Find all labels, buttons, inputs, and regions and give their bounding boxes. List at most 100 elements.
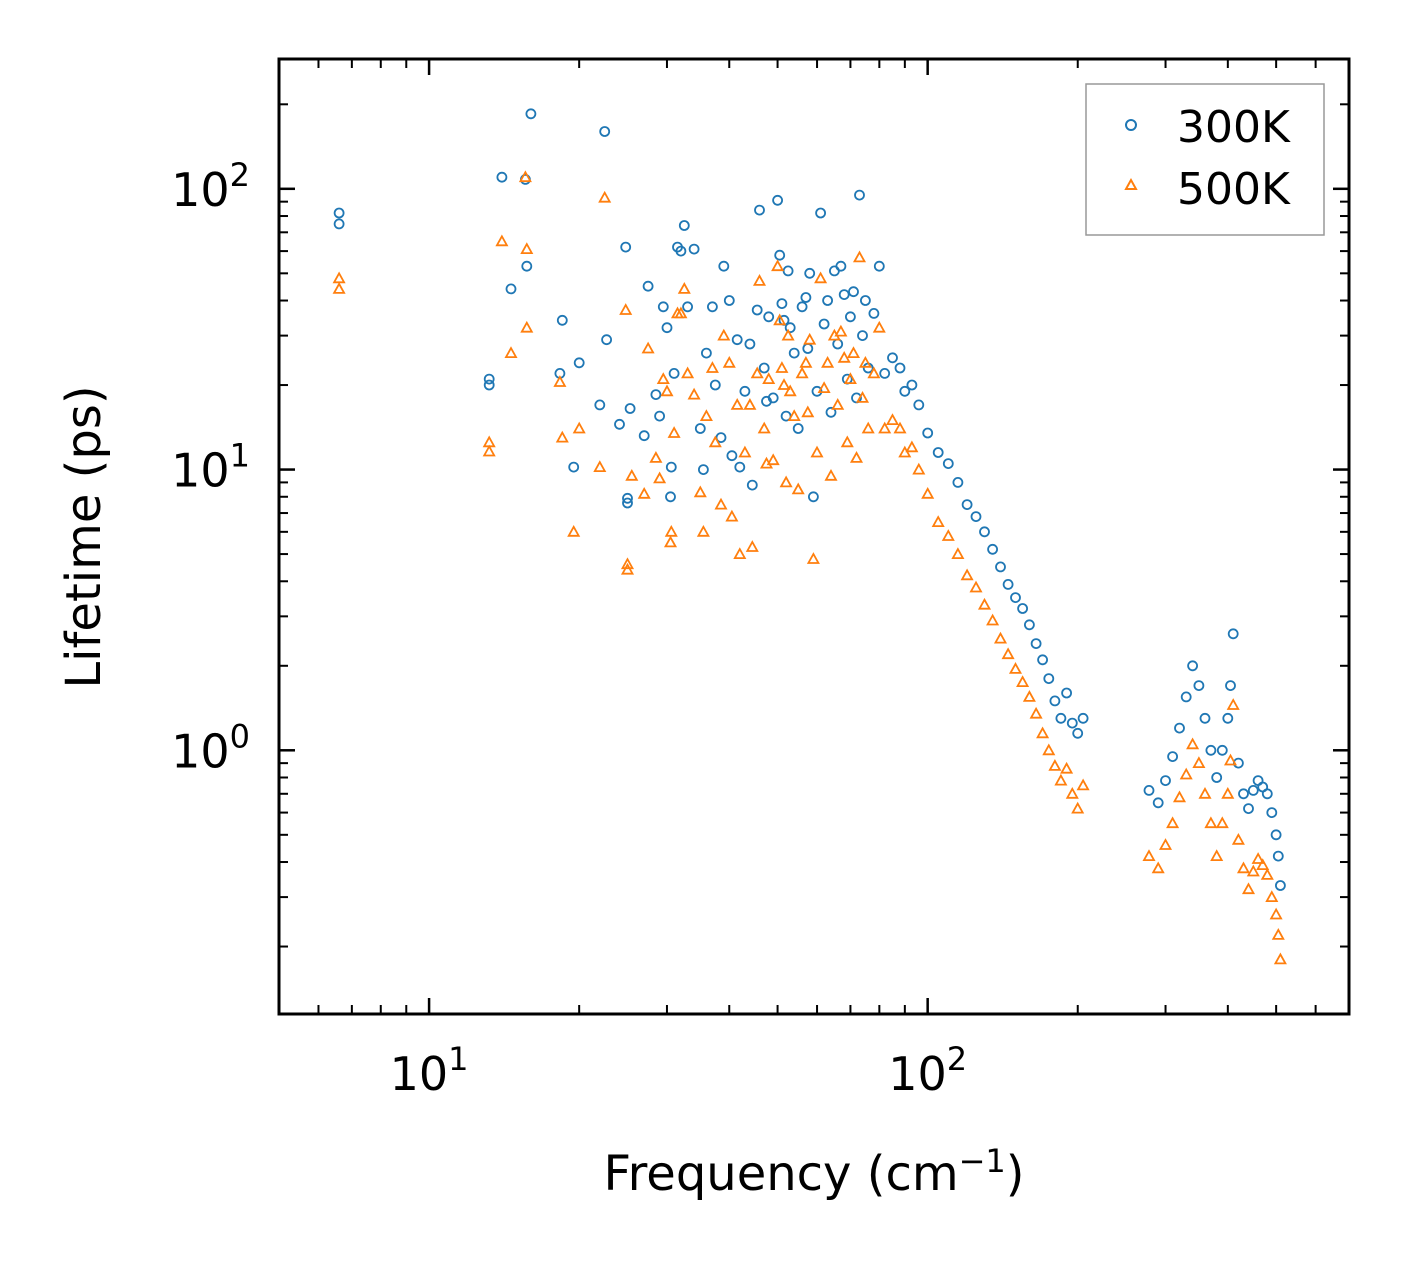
series-500K <box>332 170 1287 965</box>
axis-ticks <box>278 59 1350 1014</box>
data-point-500K <box>855 391 870 403</box>
y-tick-label: 102 <box>171 156 250 217</box>
data-point-300K <box>1227 628 1239 640</box>
data-point-500K <box>1215 816 1229 829</box>
data-point-500K <box>733 547 747 559</box>
data-point-300K <box>731 334 743 346</box>
data-point-500K <box>1256 858 1270 870</box>
data-point-300K <box>1216 744 1228 756</box>
data-point-300K <box>701 347 712 359</box>
data-point-300K <box>1266 807 1278 818</box>
data-point-500K <box>1246 864 1260 877</box>
data-point-500K <box>1029 706 1043 719</box>
data-point-500K <box>1179 767 1193 780</box>
data-point-500K <box>667 426 681 438</box>
data-point-300K <box>707 301 718 313</box>
data-point-500K <box>878 421 892 434</box>
data-point-500K <box>799 355 813 368</box>
data-point-500K <box>725 509 739 522</box>
data-point-500K <box>834 324 848 337</box>
data-point-500K <box>1260 868 1274 880</box>
data-point-500K <box>843 372 857 385</box>
data-point-300K <box>661 322 673 334</box>
data-point-500K <box>1008 662 1023 674</box>
data-point-300K <box>568 461 580 473</box>
data-point-500K <box>663 535 678 548</box>
data-point-500K <box>1221 786 1235 799</box>
data-point-300K <box>483 379 495 391</box>
data-point-300K <box>774 249 786 261</box>
data-point-300K <box>1077 712 1089 724</box>
data-point-300K <box>800 292 812 303</box>
data-point-300K <box>932 447 944 458</box>
data-point-500K <box>775 361 789 373</box>
plot-frame <box>277 57 1351 1016</box>
data-point-500K <box>791 482 805 495</box>
y-tick-label: 101 <box>171 437 250 498</box>
data-point-300K <box>682 301 693 313</box>
data-point-500K <box>837 350 851 363</box>
data-point-300K <box>1272 850 1284 862</box>
data-point-300K <box>758 362 770 374</box>
data-point-500K <box>1226 698 1240 710</box>
data-point-300K <box>678 220 690 231</box>
data-point-500K <box>482 444 496 457</box>
data-point-300K <box>952 476 964 488</box>
data-point-300K <box>620 241 632 253</box>
data-point-500K <box>993 631 1008 644</box>
data-point-500K <box>801 405 815 418</box>
data-point-500K <box>846 346 861 359</box>
data-point-500K <box>1269 907 1283 920</box>
data-point-300K <box>333 218 345 230</box>
data-point-500K <box>743 398 757 410</box>
data-point-300K <box>751 304 763 316</box>
data-point-300K <box>784 322 796 334</box>
legend-marker-300K <box>1125 119 1137 131</box>
data-point-300K <box>796 301 808 313</box>
data-point-500K <box>699 409 713 422</box>
legend: 300K 500K <box>1085 83 1325 236</box>
data-point-300K <box>788 347 800 359</box>
data-point-300K <box>739 385 751 397</box>
data-point-500K <box>773 313 787 326</box>
data-point-300K <box>654 410 665 422</box>
data-points <box>332 108 1287 965</box>
data-point-500K <box>858 355 872 368</box>
data-point-500K <box>495 234 509 247</box>
data-point-500K <box>762 372 776 385</box>
data-point-500K <box>705 361 719 373</box>
data-point-300K <box>854 189 865 201</box>
data-point-300K <box>1211 772 1223 783</box>
data-point-300K <box>961 499 973 511</box>
legend-marker-500K <box>1124 177 1138 190</box>
data-point-300K <box>808 491 819 503</box>
data-point-500K <box>1236 861 1251 874</box>
data-point-500K <box>745 540 759 552</box>
data-point-500K <box>722 355 736 368</box>
data-point-500K <box>730 398 744 410</box>
data-point-500K <box>1042 743 1056 756</box>
data-point-500K <box>840 435 854 448</box>
x-tick-label: 102 <box>888 1040 967 1101</box>
data-point-300K <box>1275 880 1286 891</box>
data-point-300K <box>556 314 568 326</box>
data-point-300K <box>754 204 765 216</box>
data-point-500K <box>332 282 346 294</box>
data-point-300K <box>1160 775 1171 786</box>
data-point-500K <box>921 486 935 499</box>
data-point-500K <box>1204 816 1218 829</box>
data-point-300K <box>1261 788 1273 800</box>
data-point-500K <box>625 468 639 481</box>
data-point-300K <box>899 385 911 397</box>
data-point-500K <box>750 366 764 379</box>
data-point-300K <box>483 373 495 385</box>
data-point-300K <box>1180 691 1192 703</box>
data-point-300K <box>894 362 906 374</box>
data-point-300K <box>709 379 721 391</box>
data-point-300K <box>726 450 738 462</box>
data-point-500K <box>641 341 655 354</box>
data-point-500K <box>567 524 581 537</box>
data-point-500K <box>518 170 532 183</box>
data-point-300K <box>1193 680 1205 691</box>
data-point-300K <box>1247 785 1259 796</box>
